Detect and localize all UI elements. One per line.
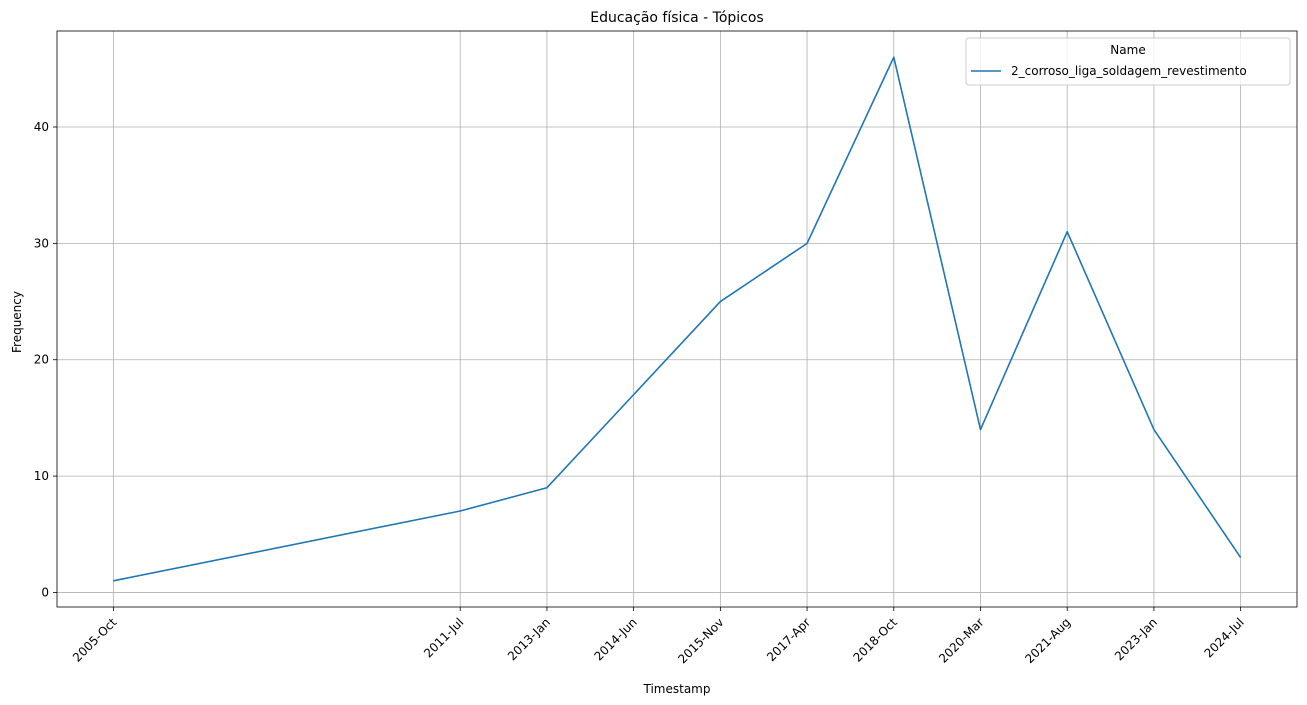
legend: Name 2_corroso_liga_soldagem_revestiment…	[965, 37, 1291, 86]
grid-layer	[57, 31, 1297, 607]
x-axis-label: Timestamp	[643, 682, 711, 696]
y-tick-label: 20	[34, 353, 49, 367]
series-layer	[113, 56, 1242, 582]
legend-title: Name	[1110, 43, 1145, 57]
legend-box	[965, 37, 1291, 86]
y-tick-label: 30	[34, 236, 49, 250]
y-tick-label: 0	[41, 585, 49, 599]
legend-entry-label: 2_corroso_liga_soldagem_revestimento	[1011, 64, 1247, 78]
y-tick-label: 10	[34, 469, 49, 483]
chart-title: Educação física - Tópicos	[590, 10, 763, 26]
plot-frame	[56, 30, 1298, 608]
y-tick-label: 40	[34, 120, 49, 134]
y-axis-label: Frequency	[10, 291, 24, 353]
